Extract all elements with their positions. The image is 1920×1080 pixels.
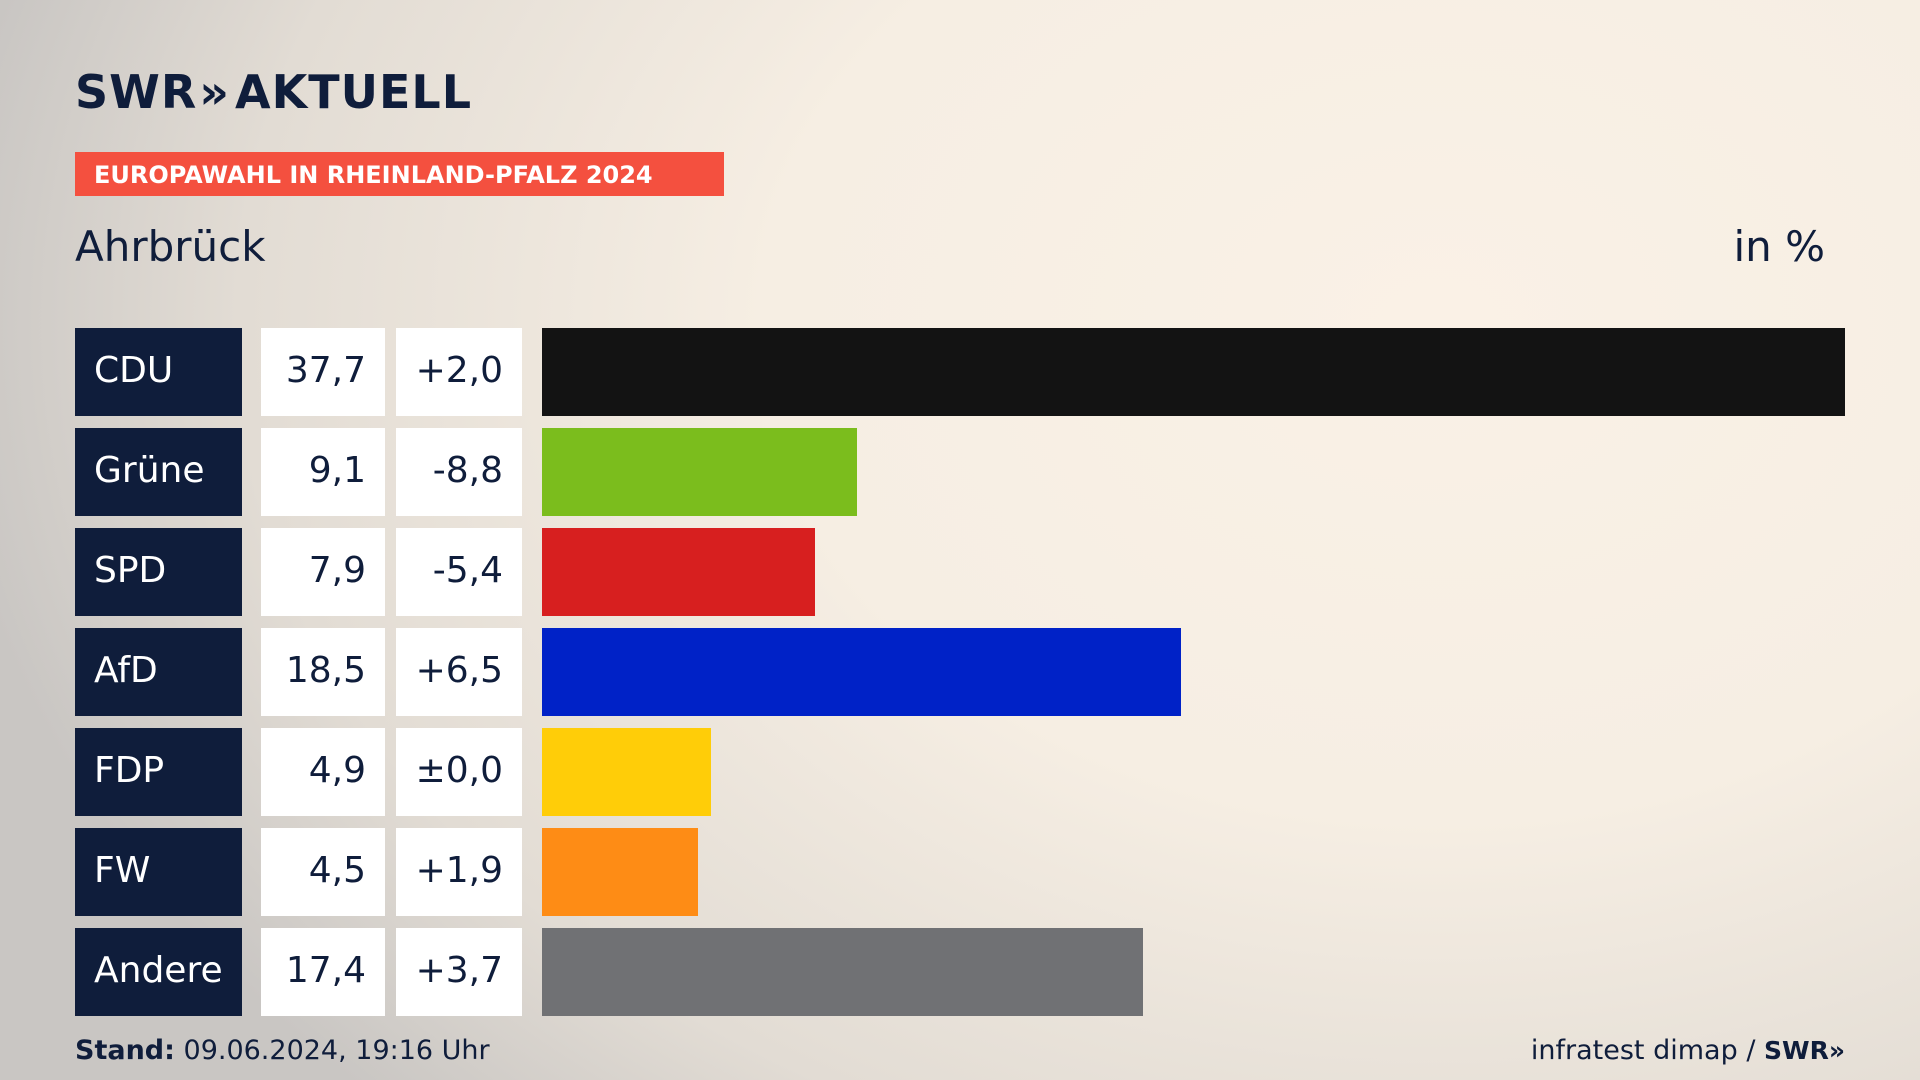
party-name: FDP xyxy=(94,750,165,791)
change-label: +2,0 xyxy=(415,350,503,391)
logo-prefix: SWR xyxy=(75,65,198,119)
result-bar xyxy=(542,728,711,816)
value-cell: 18,5 xyxy=(261,628,385,716)
value-cell: 9,1 xyxy=(261,428,385,516)
change-label: +1,9 xyxy=(415,850,503,891)
change-label: +6,5 xyxy=(415,650,503,691)
change-label: +3,7 xyxy=(415,950,503,991)
result-bar xyxy=(542,928,1143,1016)
party-name: CDU xyxy=(94,350,174,391)
banner-text: EUROPAWAHL IN RHEINLAND-PFALZ 2024 xyxy=(94,161,653,189)
result-bar xyxy=(542,628,1181,716)
value-label: 7,9 xyxy=(308,550,366,591)
change-label: ±0,0 xyxy=(415,750,503,791)
change-label: -5,4 xyxy=(432,550,503,591)
value-cell: 37,7 xyxy=(261,328,385,416)
location-title: Ahrbrück xyxy=(75,222,266,271)
change-cell: -8,8 xyxy=(396,428,522,516)
timestamp: Stand: 09.06.2024, 19:16 Uhr xyxy=(75,1035,490,1066)
change-cell: ±0,0 xyxy=(396,728,522,816)
party-name: FW xyxy=(94,850,151,891)
value-cell: 4,9 xyxy=(261,728,385,816)
change-cell: +3,7 xyxy=(396,928,522,1016)
change-label: -8,8 xyxy=(432,450,503,491)
unit-label: in % xyxy=(1733,222,1825,271)
result-bar xyxy=(542,328,1845,416)
value-cell: 4,5 xyxy=(261,828,385,916)
party-name: Andere xyxy=(94,950,223,991)
result-bar xyxy=(542,428,857,516)
value-label: 4,9 xyxy=(308,750,366,791)
result-bar xyxy=(542,828,698,916)
value-label: 9,1 xyxy=(308,450,366,491)
change-cell: +6,5 xyxy=(396,628,522,716)
party-name: AfD xyxy=(94,650,158,691)
party-name: SPD xyxy=(94,550,167,591)
party-label: Grüne xyxy=(75,428,242,516)
change-cell: -5,4 xyxy=(396,528,522,616)
stand-label: Stand: xyxy=(75,1035,175,1066)
party-label: AfD xyxy=(75,628,242,716)
party-label: SPD xyxy=(75,528,242,616)
value-label: 17,4 xyxy=(285,950,366,991)
source-brand: SWR» xyxy=(1764,1036,1845,1065)
stand-value: 09.06.2024, 19:16 Uhr xyxy=(183,1035,490,1066)
value-label: 37,7 xyxy=(285,350,366,391)
change-cell: +2,0 xyxy=(396,328,522,416)
source-credit: infratest dimap / SWR» xyxy=(1531,1035,1845,1066)
party-label: FDP xyxy=(75,728,242,816)
chevron-icon: » xyxy=(199,65,229,119)
change-cell: +1,9 xyxy=(396,828,522,916)
party-name: Grüne xyxy=(94,450,205,491)
party-label: Andere xyxy=(75,928,242,1016)
party-label: CDU xyxy=(75,328,242,416)
value-cell: 7,9 xyxy=(261,528,385,616)
party-label: FW xyxy=(75,828,242,916)
election-banner: EUROPAWAHL IN RHEINLAND-PFALZ 2024 xyxy=(75,152,724,196)
value-label: 18,5 xyxy=(285,650,366,691)
value-cell: 17,4 xyxy=(261,928,385,1016)
result-bar xyxy=(542,528,815,616)
logo-suffix: AKTUELL xyxy=(235,65,473,119)
value-label: 4,5 xyxy=(308,850,366,891)
source-text: infratest dimap / xyxy=(1530,1035,1756,1066)
swr-aktuell-logo: SWR» AKTUELL xyxy=(75,65,472,119)
